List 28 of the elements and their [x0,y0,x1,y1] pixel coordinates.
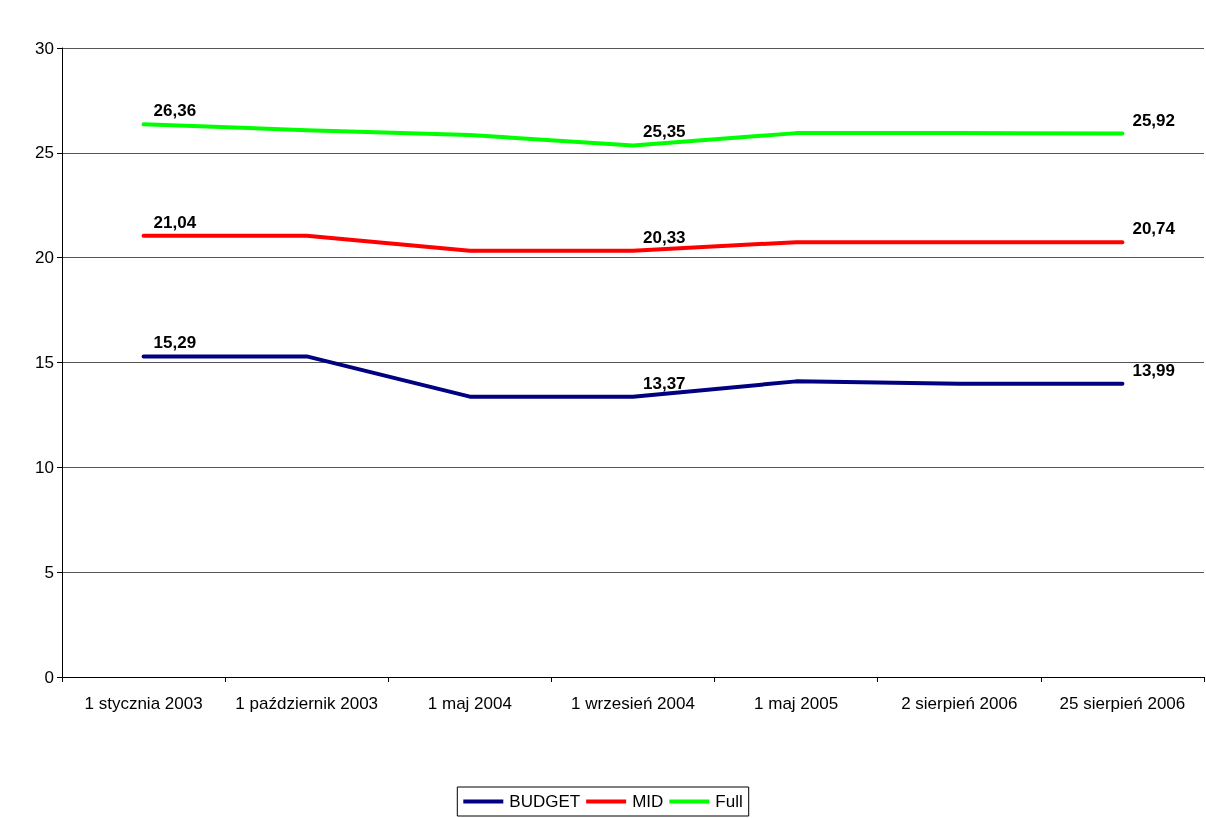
y-tick-label: 5 [44,562,54,582]
data-label: 13,37 [643,373,686,393]
y-tick-label: 30 [35,38,54,58]
data-label: 13,99 [1132,360,1175,380]
data-label: 21,04 [153,212,197,232]
y-tick-label: 25 [35,143,54,163]
x-tick-label: 25 sierpień 2006 [1059,693,1186,713]
data-label: 20,33 [643,227,686,247]
x-tick-label: 1 stycznia 2003 [84,693,203,713]
legend-label: MID [632,792,664,811]
legend-label: Full [715,792,743,811]
line-series [141,354,1125,399]
y-tick-label: 10 [35,457,54,477]
line-series [141,122,1125,148]
data-label: 25,92 [1132,110,1175,130]
y-tick-label: 15 [35,353,54,372]
y-tick-label: 0 [44,667,54,687]
x-tick-label: 1 maj 2005 [754,693,839,713]
y-tick-label: 20 [35,248,54,268]
legend-label: BUDGET [509,792,581,811]
data-label: 25,35 [643,122,686,142]
data-label: 15,29 [153,333,197,353]
data-label: 26,36 [153,101,197,121]
x-tick-label: 1 wrzesień 2004 [571,693,695,713]
x-tick-label: 1 maj 2004 [427,693,512,713]
x-tick-label: 1 październik 2003 [235,693,379,713]
data-label: 20,74 [1132,219,1176,239]
x-tick-label: 2 sierpień 2006 [901,693,1018,713]
